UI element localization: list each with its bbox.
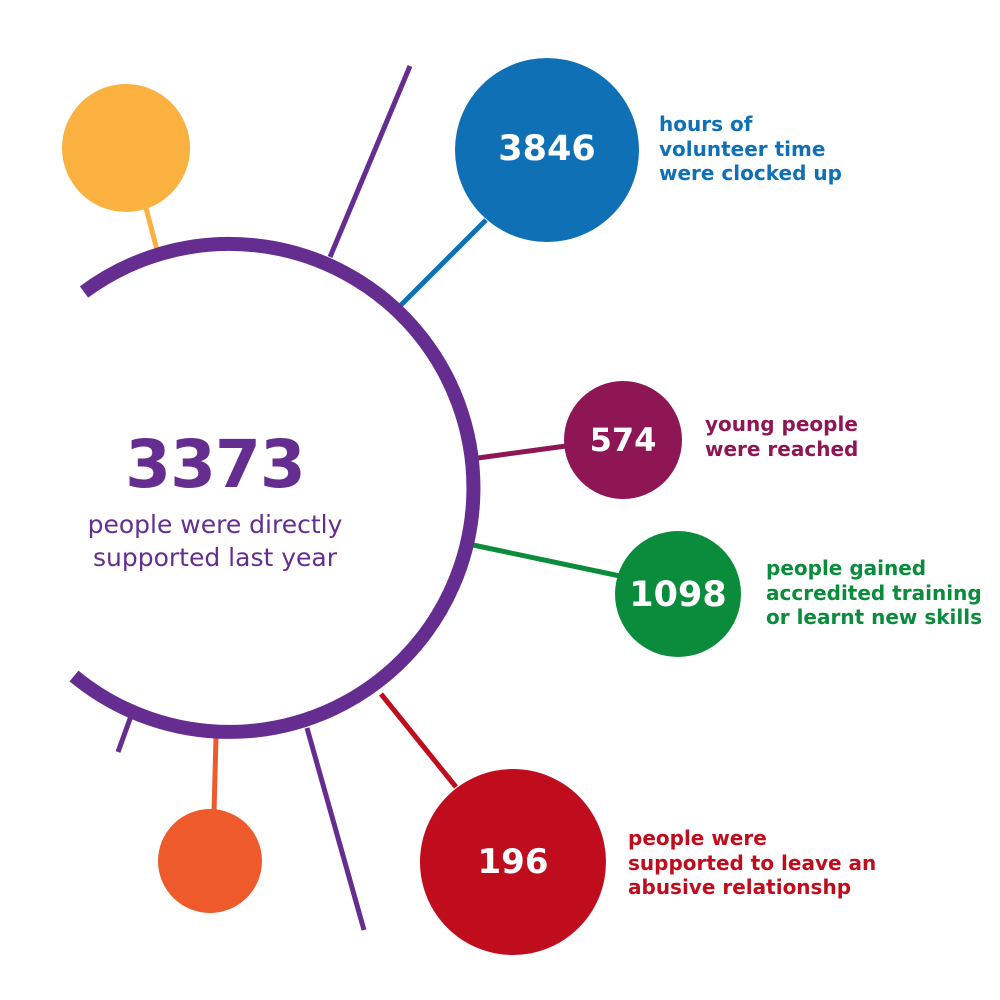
abuse-caption: people were supported to leave an abusiv… — [628, 826, 876, 900]
volunteer-caption: hours of volunteer time were clocked up — [659, 112, 842, 186]
young-number: 574 — [589, 421, 657, 459]
hub-caption-line: supported last year — [93, 543, 337, 572]
volunteer-number: 3846 — [498, 129, 596, 169]
connector-young — [477, 443, 567, 461]
connector-purple-bottom-left — [115, 715, 134, 753]
abuse-caption-line: abusive relationshp — [628, 875, 852, 899]
volunteer-circle — [455, 58, 639, 242]
connector-training — [472, 542, 621, 579]
young-circle — [564, 381, 682, 499]
connector-orange — [211, 737, 219, 813]
connector-purple-top — [327, 65, 413, 258]
volunteer-caption-line: volunteer time — [659, 136, 826, 161]
connector-purple-bottom-right — [304, 727, 367, 931]
volunteer-caption-line: were clocked up — [659, 161, 842, 185]
volunteer-caption-line: hours of — [659, 112, 753, 136]
training-caption-line: accredited training — [766, 580, 982, 605]
decor-circle-yellow — [62, 84, 190, 212]
abuse-number: 196 — [477, 842, 549, 882]
young-caption: young people were reached — [705, 412, 858, 461]
connector-abuse — [379, 692, 458, 789]
connector-yellow — [143, 207, 160, 251]
young-caption-line: were reached — [705, 436, 859, 461]
training-caption: people gained accredited training or lea… — [766, 556, 982, 630]
hub-caption: people were directly supported last year — [55, 508, 375, 574]
hub-arc — [69, 236, 481, 739]
hub-caption-line: people were directly — [87, 510, 343, 539]
abuse-circle — [420, 769, 606, 955]
abuse-caption-line: people were — [628, 826, 767, 850]
abuse-caption-line: supported to leave an — [628, 850, 877, 875]
decor-circle-orange — [158, 809, 262, 913]
hub-number: 3373 — [125, 426, 306, 503]
training-circle — [615, 531, 741, 657]
connector-volunteer — [399, 218, 488, 307]
training-caption-line: people gained — [766, 556, 927, 580]
young-caption-line: young people — [705, 412, 858, 436]
training-number: 1098 — [629, 575, 727, 615]
training-caption-line: or learnt new skills — [766, 605, 983, 629]
